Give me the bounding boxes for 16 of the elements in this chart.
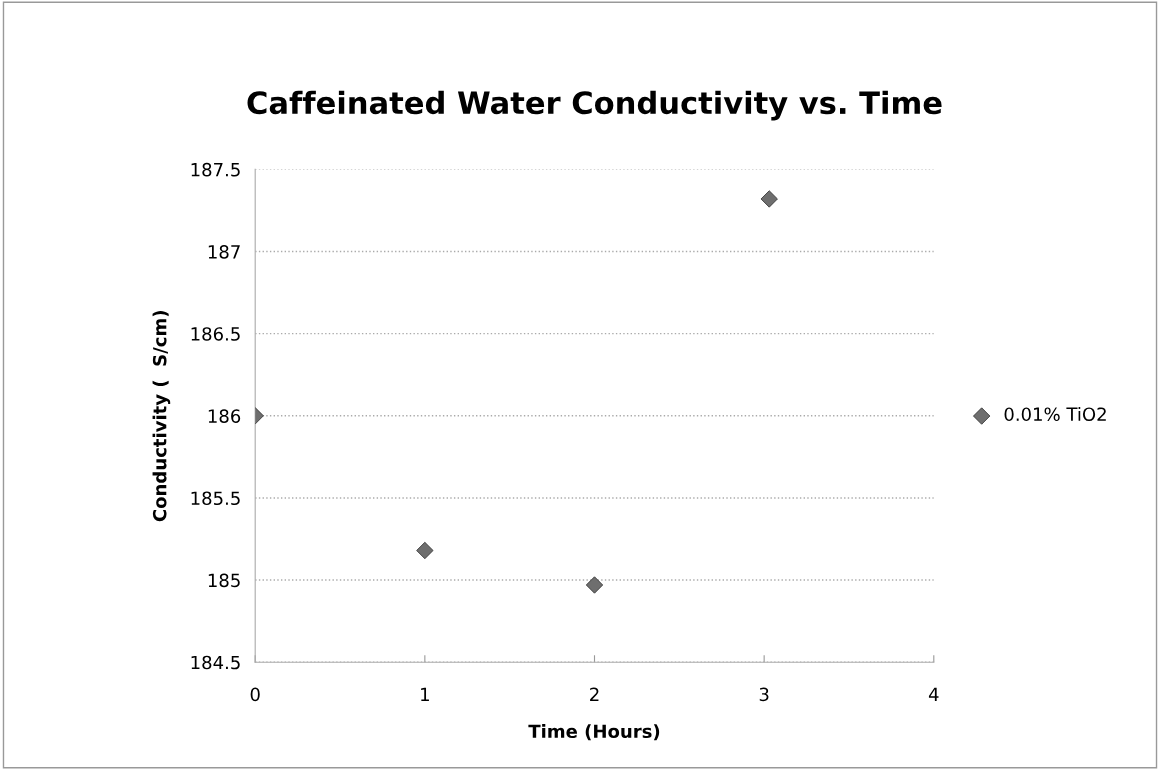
- y-tick-label: 186.5: [191, 327, 240, 341]
- x-tick-label: 3: [759, 687, 769, 702]
- x-tick-label: 0: [250, 687, 260, 702]
- x-axis-title: Time (Hours): [528, 724, 660, 741]
- y-tick-label: 184.5: [191, 655, 240, 670]
- y-tick-label: 187.5: [191, 162, 240, 177]
- y-axis-title: Conductivity ( S/cm): [152, 311, 171, 522]
- y-tick-label: 185.5: [191, 491, 240, 506]
- y-tick-label: 186: [208, 409, 241, 423]
- legend-label: 0.01% TiO2: [1004, 407, 1106, 422]
- x-tick-label: 2: [590, 687, 599, 701]
- x-tick-label: 4: [928, 687, 939, 701]
- y-tick-label: 187: [208, 244, 240, 259]
- chart-title: Caffeinated Water Conductivity vs. Time: [247, 90, 942, 121]
- y-tick-label: 185: [208, 573, 240, 588]
- x-tick-label: 1: [421, 687, 429, 701]
